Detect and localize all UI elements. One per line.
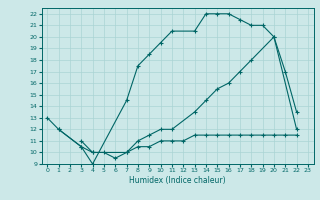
X-axis label: Humidex (Indice chaleur): Humidex (Indice chaleur): [129, 176, 226, 185]
